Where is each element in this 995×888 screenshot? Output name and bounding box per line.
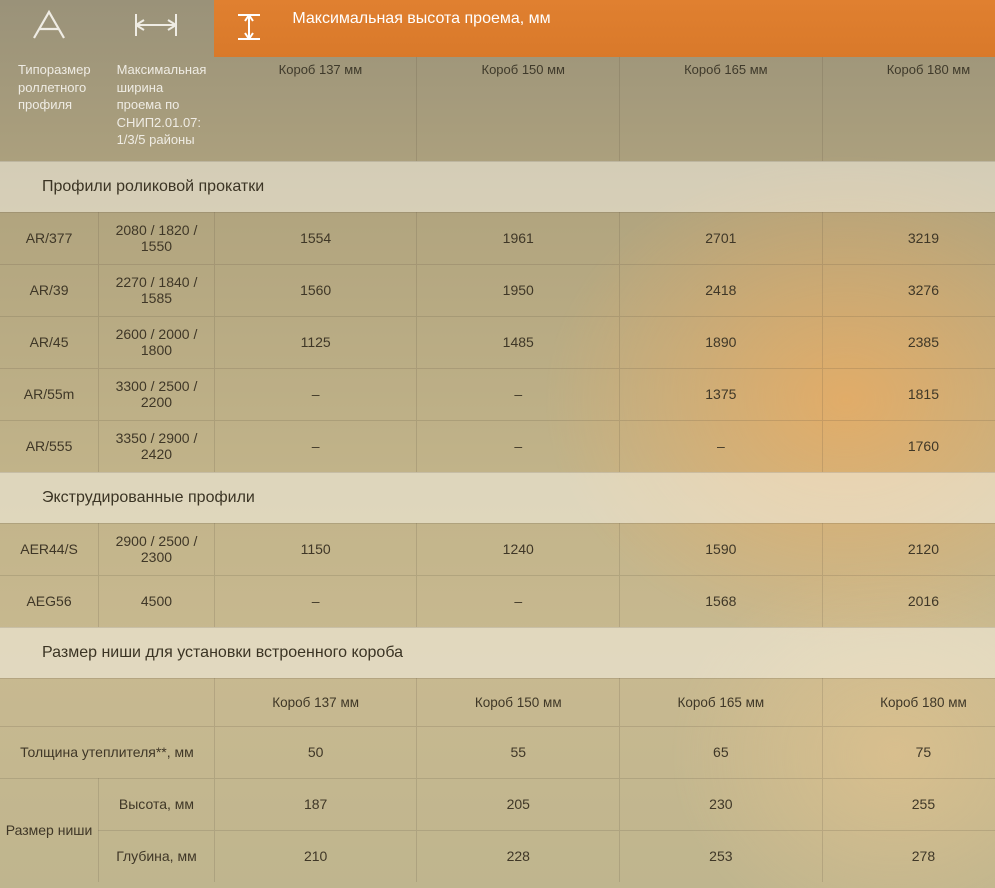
value-cell: 1150	[214, 523, 417, 575]
value-cell: 3219	[822, 212, 995, 264]
value-cell: 187	[214, 778, 417, 830]
value-cell: 228	[417, 830, 620, 882]
value-cell: –	[214, 575, 417, 627]
profile-cell: AR/377	[0, 212, 99, 264]
width-cell: 4500	[99, 575, 215, 627]
table-row: AR/555 3350 / 2900 / 2420 – – – 1760 231…	[0, 420, 995, 472]
section-extruded-title: Экструдированные профили	[0, 472, 995, 523]
value-cell: 1240	[417, 523, 620, 575]
col-a-label: Типоразмер роллетного профиля	[0, 57, 99, 161]
width-cell: 2900 / 2500 / 2300	[99, 523, 215, 575]
profile-cell: AER44/S	[0, 523, 99, 575]
value-cell: 1890	[620, 316, 823, 368]
spec-table: Максимальная высота проема, мм Типоразме…	[0, 0, 995, 882]
value-cell: 2385	[822, 316, 995, 368]
value-cell: 50	[214, 726, 417, 778]
value-cell: –	[214, 420, 417, 472]
height-icon	[232, 10, 266, 44]
box-label-3: Короб 180 мм	[822, 57, 995, 161]
value-cell: –	[620, 420, 823, 472]
table-row: AR/45 2600 / 2000 / 1800 1125 1485 1890 …	[0, 316, 995, 368]
value-cell: 1950	[417, 264, 620, 316]
value-cell: 55	[417, 726, 620, 778]
value-cell: 75	[822, 726, 995, 778]
width-cell: 3350 / 2900 / 2420	[99, 420, 215, 472]
niche-height-row: Размер ниши Высота, мм 187 205 230 255 2…	[0, 778, 995, 830]
section-rolled: Профили роликовой прокатки	[0, 161, 995, 212]
table-row: AR/377 2080 / 1820 / 1550 1554 1961 2701…	[0, 212, 995, 264]
niche-box-label: Короб 150 мм	[417, 678, 620, 726]
value-cell: 1560	[214, 264, 417, 316]
value-cell: 1554	[214, 212, 417, 264]
table-row: AR/55m 3300 / 2500 / 2200 – – 1375 1815 …	[0, 368, 995, 420]
value-cell: 255	[822, 778, 995, 830]
max-height-label: Максимальная высота проема, мм	[278, 10, 995, 47]
niche-box-label: Короб 137 мм	[214, 678, 417, 726]
value-cell: 1815	[822, 368, 995, 420]
section-rolled-title: Профили роликовой прокатки	[0, 161, 995, 212]
value-cell: –	[417, 575, 620, 627]
value-cell: 1961	[417, 212, 620, 264]
width-cell: 2080 / 1820 / 1550	[99, 212, 215, 264]
niche-depth-label: Глубина, мм	[99, 830, 215, 882]
profile-cell: AR/555	[0, 420, 99, 472]
box-label-2: Короб 165 мм	[620, 57, 823, 161]
niche-depth-row: Глубина, мм 210 228 253 278 313	[0, 830, 995, 882]
col-a-icon	[0, 0, 99, 57]
value-cell: 253	[620, 830, 823, 882]
value-cell: –	[417, 420, 620, 472]
table-row: AR/39 2270 / 1840 / 1585 1560 1950 2418 …	[0, 264, 995, 316]
width-cell: 3300 / 2500 / 2200	[99, 368, 215, 420]
header-label-row: Типоразмер роллетного профиля Максимальн…	[0, 57, 995, 161]
col-width-label: Максимальная ширина проема по СНИП2.01.0…	[99, 57, 215, 161]
max-height-band: Максимальная высота проема, мм	[214, 0, 995, 57]
col-width-icon	[99, 0, 215, 57]
value-cell: 1375	[620, 368, 823, 420]
value-cell: 1485	[417, 316, 620, 368]
box-label-0: Короб 137 мм	[214, 57, 417, 161]
value-cell: 2120	[822, 523, 995, 575]
value-cell: 210	[214, 830, 417, 882]
width-cell: 2270 / 1840 / 1585	[99, 264, 215, 316]
value-cell: 1760	[822, 420, 995, 472]
value-cell: 205	[417, 778, 620, 830]
niche-insulation-row: Толщина утеплителя**, мм 50 55 65 75 85	[0, 726, 995, 778]
header-icon-row: Максимальная высота проема, мм	[0, 0, 995, 57]
niche-box-label: Короб 180 мм	[822, 678, 995, 726]
niche-blank	[0, 678, 214, 726]
section-extruded: Экструдированные профили	[0, 472, 995, 523]
value-cell: –	[417, 368, 620, 420]
niche-height-label: Высота, мм	[99, 778, 215, 830]
profile-cell: AR/55m	[0, 368, 99, 420]
value-cell: 230	[620, 778, 823, 830]
niche-size-label: Размер ниши	[0, 778, 99, 882]
value-cell: 3276	[822, 264, 995, 316]
niche-header-row: Короб 137 мм Короб 150 мм Короб 165 мм К…	[0, 678, 995, 726]
table-row: AEG56 4500 – – 1568 2016 2968	[0, 575, 995, 627]
value-cell: 1125	[214, 316, 417, 368]
insulation-label: Толщина утеплителя**, мм	[0, 726, 214, 778]
value-cell: 65	[620, 726, 823, 778]
niche-box-label: Короб 165 мм	[620, 678, 823, 726]
section-niche-title: Размер ниши для установки встроенного ко…	[0, 627, 995, 678]
table-row: AER44/S 2900 / 2500 / 2300 1150 1240 159…	[0, 523, 995, 575]
value-cell: 2701	[620, 212, 823, 264]
value-cell: 1590	[620, 523, 823, 575]
value-cell: 1568	[620, 575, 823, 627]
section-niche: Размер ниши для установки встроенного ко…	[0, 627, 995, 678]
profile-cell: AEG56	[0, 575, 99, 627]
profile-cell: AR/45	[0, 316, 99, 368]
value-cell: 2016	[822, 575, 995, 627]
value-cell: 278	[822, 830, 995, 882]
value-cell: –	[214, 368, 417, 420]
box-label-1: Короб 150 мм	[417, 57, 620, 161]
profile-cell: AR/39	[0, 264, 99, 316]
width-cell: 2600 / 2000 / 1800	[99, 316, 215, 368]
value-cell: 2418	[620, 264, 823, 316]
